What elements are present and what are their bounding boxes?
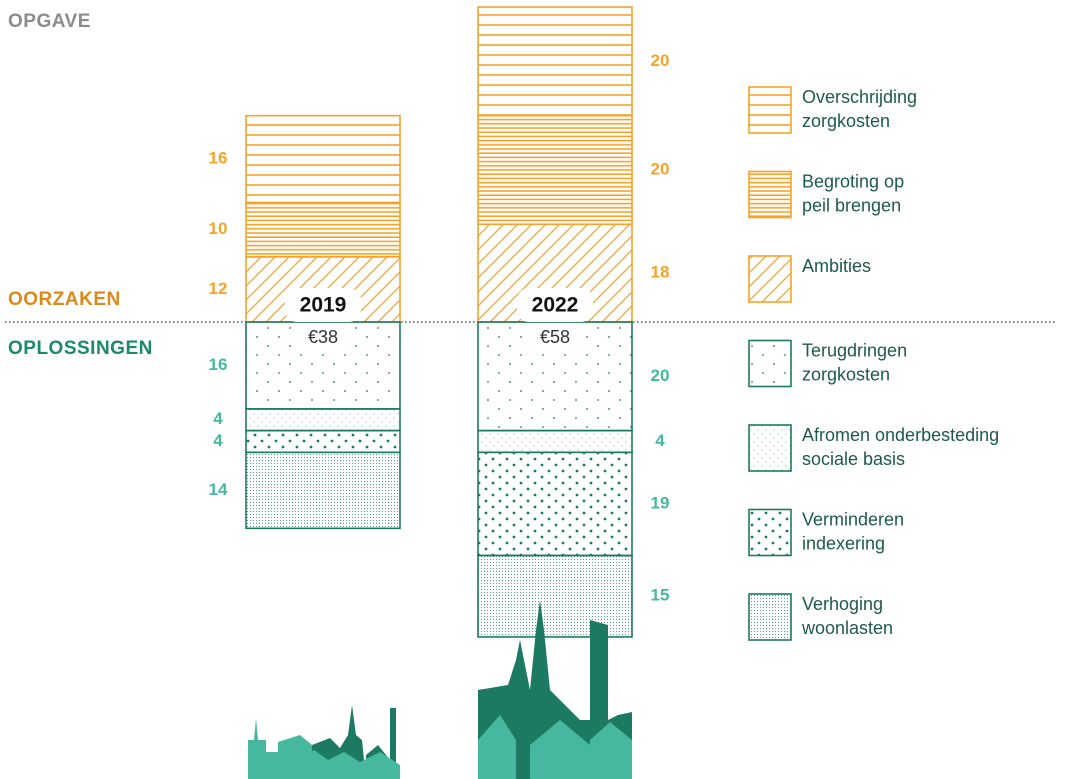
bar-segment bbox=[478, 7, 632, 116]
value-label: 4 bbox=[213, 431, 223, 450]
value-label: 18 bbox=[651, 263, 670, 282]
year-label: 2022 bbox=[532, 294, 579, 317]
value-label: 4 bbox=[655, 431, 665, 450]
legend-swatch bbox=[749, 172, 791, 218]
infographic: OPGAVE OORZAKEN OPLOSSINGEN 12 10 16 16 4 4 14… bbox=[0, 0, 1068, 779]
legend-label: Ambities bbox=[802, 256, 871, 276]
legend-swatch bbox=[749, 256, 791, 302]
legend-swatch bbox=[749, 425, 791, 471]
bar-segment bbox=[246, 116, 400, 203]
value-label: 20 bbox=[651, 366, 670, 385]
value-label: 14 bbox=[209, 480, 228, 499]
bar-segment bbox=[478, 431, 632, 453]
legend-swatch bbox=[749, 510, 791, 556]
value-label: 16 bbox=[209, 149, 228, 168]
year-label: 2019 bbox=[300, 294, 347, 317]
total-label: €38 bbox=[308, 327, 338, 347]
value-label: 12 bbox=[209, 279, 228, 298]
bar-segment bbox=[478, 555, 632, 636]
value-label: 16 bbox=[209, 355, 228, 374]
total-label: €58 bbox=[540, 327, 570, 347]
section-label: OPLOSSINGEN bbox=[8, 338, 153, 359]
bar-segment bbox=[246, 203, 400, 257]
bar-segment bbox=[478, 116, 632, 225]
value-label: 4 bbox=[213, 409, 223, 428]
section-label: OORZAKEN bbox=[8, 289, 121, 310]
bar-segment bbox=[478, 452, 632, 555]
section-label: OPGAVE bbox=[8, 11, 91, 32]
value-label: 19 bbox=[651, 493, 670, 512]
value-label: 15 bbox=[651, 586, 670, 605]
legend-swatch bbox=[749, 594, 791, 640]
bar-segment bbox=[246, 409, 400, 431]
value-label: 10 bbox=[209, 219, 228, 238]
legend-swatch bbox=[749, 87, 791, 133]
legend-swatch bbox=[749, 341, 791, 387]
bar-segment bbox=[246, 431, 400, 453]
value-label: 20 bbox=[651, 51, 670, 70]
bar-segment bbox=[246, 452, 400, 528]
value-label: 20 bbox=[651, 159, 670, 178]
